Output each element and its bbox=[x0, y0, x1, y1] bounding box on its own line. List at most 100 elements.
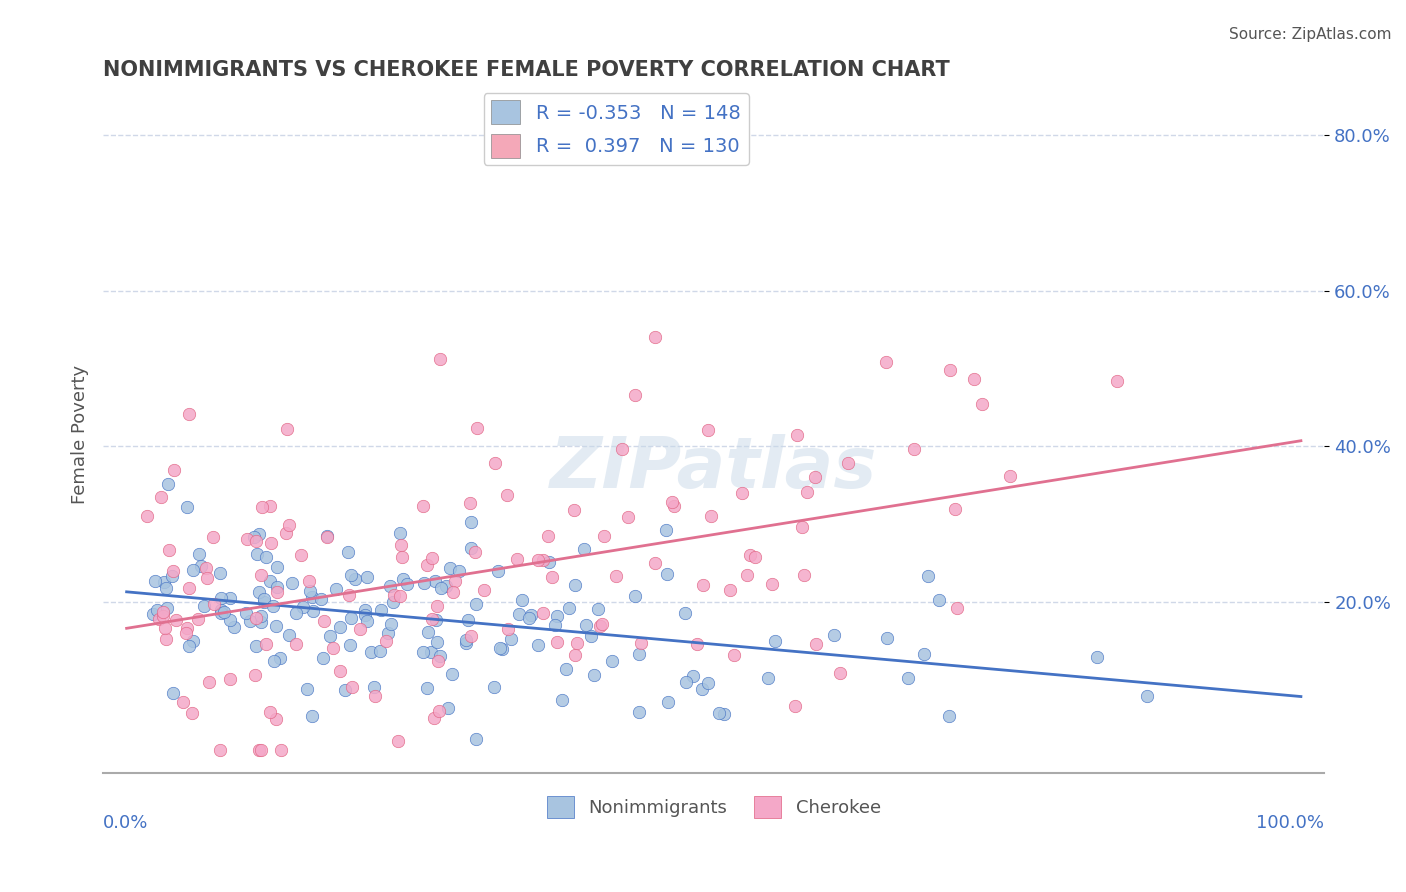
Point bbox=[623, 589, 645, 603]
Point bbox=[176, 500, 198, 515]
Point bbox=[582, 668, 605, 682]
Point bbox=[430, 581, 453, 595]
Point bbox=[837, 456, 859, 470]
Point bbox=[388, 526, 411, 541]
Point bbox=[354, 603, 377, 617]
Point bbox=[187, 612, 209, 626]
Point bbox=[245, 534, 267, 549]
Point bbox=[181, 634, 204, 648]
Point bbox=[340, 680, 363, 694]
Point bbox=[299, 584, 322, 599]
Point bbox=[349, 622, 371, 636]
Point bbox=[1107, 374, 1129, 388]
Point bbox=[903, 442, 925, 456]
Point bbox=[713, 707, 735, 722]
Point bbox=[426, 635, 449, 649]
Point bbox=[142, 607, 165, 621]
Point bbox=[329, 665, 352, 679]
Point bbox=[336, 545, 359, 559]
Point bbox=[297, 682, 319, 697]
Point bbox=[335, 682, 357, 697]
Point bbox=[337, 588, 360, 602]
Point bbox=[423, 574, 446, 589]
Point bbox=[162, 686, 184, 700]
Point bbox=[600, 654, 623, 668]
Point bbox=[356, 615, 378, 629]
Point bbox=[537, 528, 560, 542]
Text: NONIMMIGRANTS VS CHEROKEE FEMALE POVERTY CORRELATION CHART: NONIMMIGRANTS VS CHEROKEE FEMALE POVERTY… bbox=[103, 60, 950, 79]
Point bbox=[412, 500, 434, 514]
Point bbox=[449, 564, 471, 578]
Point bbox=[375, 634, 398, 648]
Point bbox=[277, 518, 299, 533]
Point bbox=[963, 372, 986, 386]
Point bbox=[675, 675, 697, 690]
Point bbox=[572, 542, 595, 557]
Point bbox=[209, 743, 232, 757]
Point bbox=[290, 548, 312, 562]
Point bbox=[162, 564, 184, 578]
Point bbox=[644, 557, 666, 571]
Point bbox=[441, 585, 464, 599]
Point bbox=[673, 606, 696, 620]
Point bbox=[627, 705, 650, 719]
Point bbox=[165, 613, 187, 627]
Point bbox=[526, 638, 548, 652]
Point bbox=[412, 644, 434, 658]
Point bbox=[413, 576, 436, 591]
Point bbox=[252, 500, 274, 514]
Point bbox=[804, 470, 827, 484]
Point bbox=[970, 397, 993, 411]
Point bbox=[460, 515, 482, 529]
Point bbox=[420, 645, 443, 659]
Point bbox=[380, 617, 402, 632]
Point bbox=[392, 572, 415, 586]
Point bbox=[744, 549, 766, 564]
Point bbox=[439, 561, 461, 575]
Point bbox=[260, 536, 283, 550]
Point bbox=[314, 614, 336, 628]
Point bbox=[488, 641, 510, 656]
Point bbox=[416, 558, 439, 572]
Point bbox=[160, 569, 183, 583]
Point bbox=[135, 508, 157, 523]
Point bbox=[506, 551, 529, 566]
Point bbox=[786, 428, 808, 442]
Point bbox=[368, 643, 391, 657]
Point bbox=[259, 574, 281, 588]
Point bbox=[437, 701, 460, 715]
Point bbox=[696, 424, 718, 438]
Point bbox=[761, 576, 783, 591]
Point bbox=[235, 607, 257, 621]
Point bbox=[312, 651, 335, 665]
Point bbox=[731, 486, 754, 500]
Point bbox=[804, 637, 827, 651]
Point bbox=[298, 574, 321, 588]
Point bbox=[558, 600, 581, 615]
Point bbox=[440, 666, 463, 681]
Point bbox=[541, 570, 564, 584]
Point bbox=[285, 606, 308, 620]
Point bbox=[517, 610, 540, 624]
Point bbox=[322, 640, 344, 655]
Point bbox=[593, 529, 616, 543]
Point bbox=[420, 612, 443, 626]
Point bbox=[912, 647, 935, 661]
Point bbox=[247, 584, 270, 599]
Point bbox=[155, 581, 177, 595]
Point bbox=[1136, 690, 1159, 704]
Point bbox=[363, 680, 385, 694]
Point bbox=[565, 636, 588, 650]
Point bbox=[209, 603, 232, 617]
Point bbox=[610, 442, 633, 456]
Y-axis label: Female Poverty: Female Poverty bbox=[72, 365, 89, 504]
Point bbox=[657, 566, 679, 581]
Point bbox=[264, 619, 287, 633]
Point bbox=[456, 636, 478, 650]
Point bbox=[830, 666, 852, 681]
Point bbox=[198, 674, 221, 689]
Point bbox=[938, 709, 960, 723]
Point bbox=[562, 503, 585, 517]
Point bbox=[253, 595, 276, 609]
Text: Source: ZipAtlas.com: Source: ZipAtlas.com bbox=[1229, 27, 1392, 42]
